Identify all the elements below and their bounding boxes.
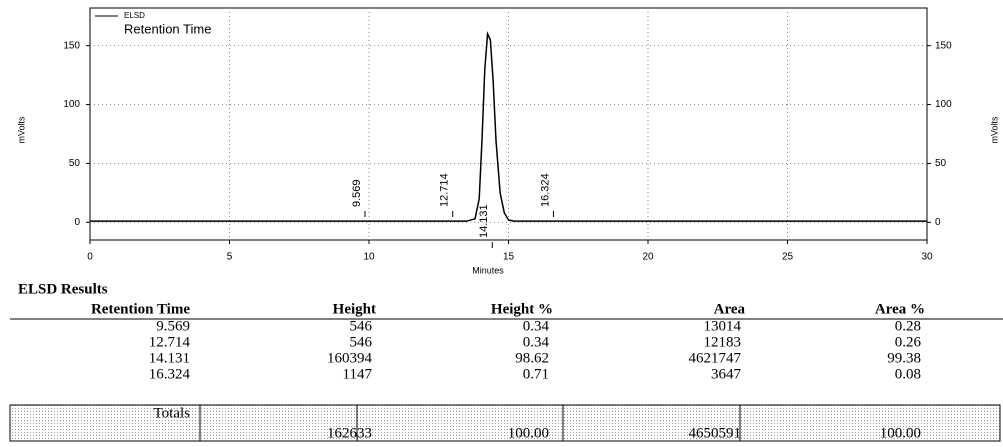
table-cell: 4621747 (689, 350, 742, 366)
x-axis-label: Minutes (472, 265, 504, 275)
column-header: Area % (875, 301, 925, 317)
totals-cell: 100.00 (880, 425, 921, 441)
y-tick-label: 100 (63, 99, 80, 110)
y2-tick-label: 100 (935, 99, 952, 110)
totals-label: Totals (154, 405, 191, 421)
column-header: Area (714, 301, 746, 317)
totals-cell: 4650591 (689, 425, 742, 441)
y-tick-label: 0 (74, 217, 80, 228)
y2-axis-label: mVolts (989, 116, 999, 144)
column-header: Height (333, 301, 376, 317)
table-cell: 546 (350, 318, 373, 334)
peak-label: 12.714 (439, 173, 451, 207)
table-cell: 0.34 (523, 334, 550, 350)
y2-tick-label: 50 (935, 158, 947, 169)
x-tick-label: 15 (503, 252, 515, 263)
y-tick-label: 50 (69, 158, 81, 169)
table-cell: 98.62 (515, 350, 549, 366)
totals-cell: 162633 (327, 425, 372, 441)
table-cell: 16.324 (149, 366, 191, 382)
peak-label: 14.131 (478, 204, 490, 238)
trace-line (90, 31, 927, 222)
table-cell: 0.28 (895, 318, 921, 334)
table-cell: 1147 (343, 366, 373, 382)
legend-label: ELSD (124, 11, 145, 20)
totals-cell: 100.00 (508, 425, 549, 441)
table-cell: 99.38 (887, 350, 921, 366)
table-cell: 0.71 (523, 366, 549, 382)
x-tick-label: 30 (921, 252, 933, 263)
table-cell: 160394 (327, 350, 373, 366)
x-tick-label: 10 (363, 252, 375, 263)
table-cell: 546 (350, 334, 373, 350)
x-tick-label: 25 (782, 252, 794, 263)
peak-label: 9.569 (351, 179, 363, 207)
x-tick-label: 20 (642, 252, 654, 263)
table-cell: 12.714 (149, 334, 191, 350)
x-tick-label: 0 (87, 252, 93, 263)
y2-tick-label: 0 (935, 217, 941, 228)
y2-tick-label: 150 (935, 40, 952, 51)
totals-box (9, 404, 1001, 442)
results-table: ELSD Results Retention Time Height Height … (9, 281, 1003, 442)
table-title: ELSD Results (18, 281, 108, 297)
table-cell: 13014 (704, 318, 742, 334)
table-cell: 12183 (704, 334, 742, 350)
y-axis-label: mVolts (16, 116, 26, 144)
table-cell: 0.08 (895, 366, 921, 382)
chart-subtitle: Retention Time (124, 21, 211, 36)
table-cell: 3647 (711, 366, 742, 382)
y-tick-label: 150 (63, 40, 80, 51)
table-cell: 14.131 (149, 350, 190, 366)
column-header: Retention Time (91, 301, 190, 317)
table-cell: 0.34 (523, 318, 550, 334)
table-cell: 0.26 (895, 334, 922, 350)
table-cell: 9.569 (156, 318, 190, 334)
peak-label: 16.324 (539, 173, 551, 207)
column-header: Height % (491, 301, 553, 317)
x-tick-label: 5 (227, 252, 233, 263)
